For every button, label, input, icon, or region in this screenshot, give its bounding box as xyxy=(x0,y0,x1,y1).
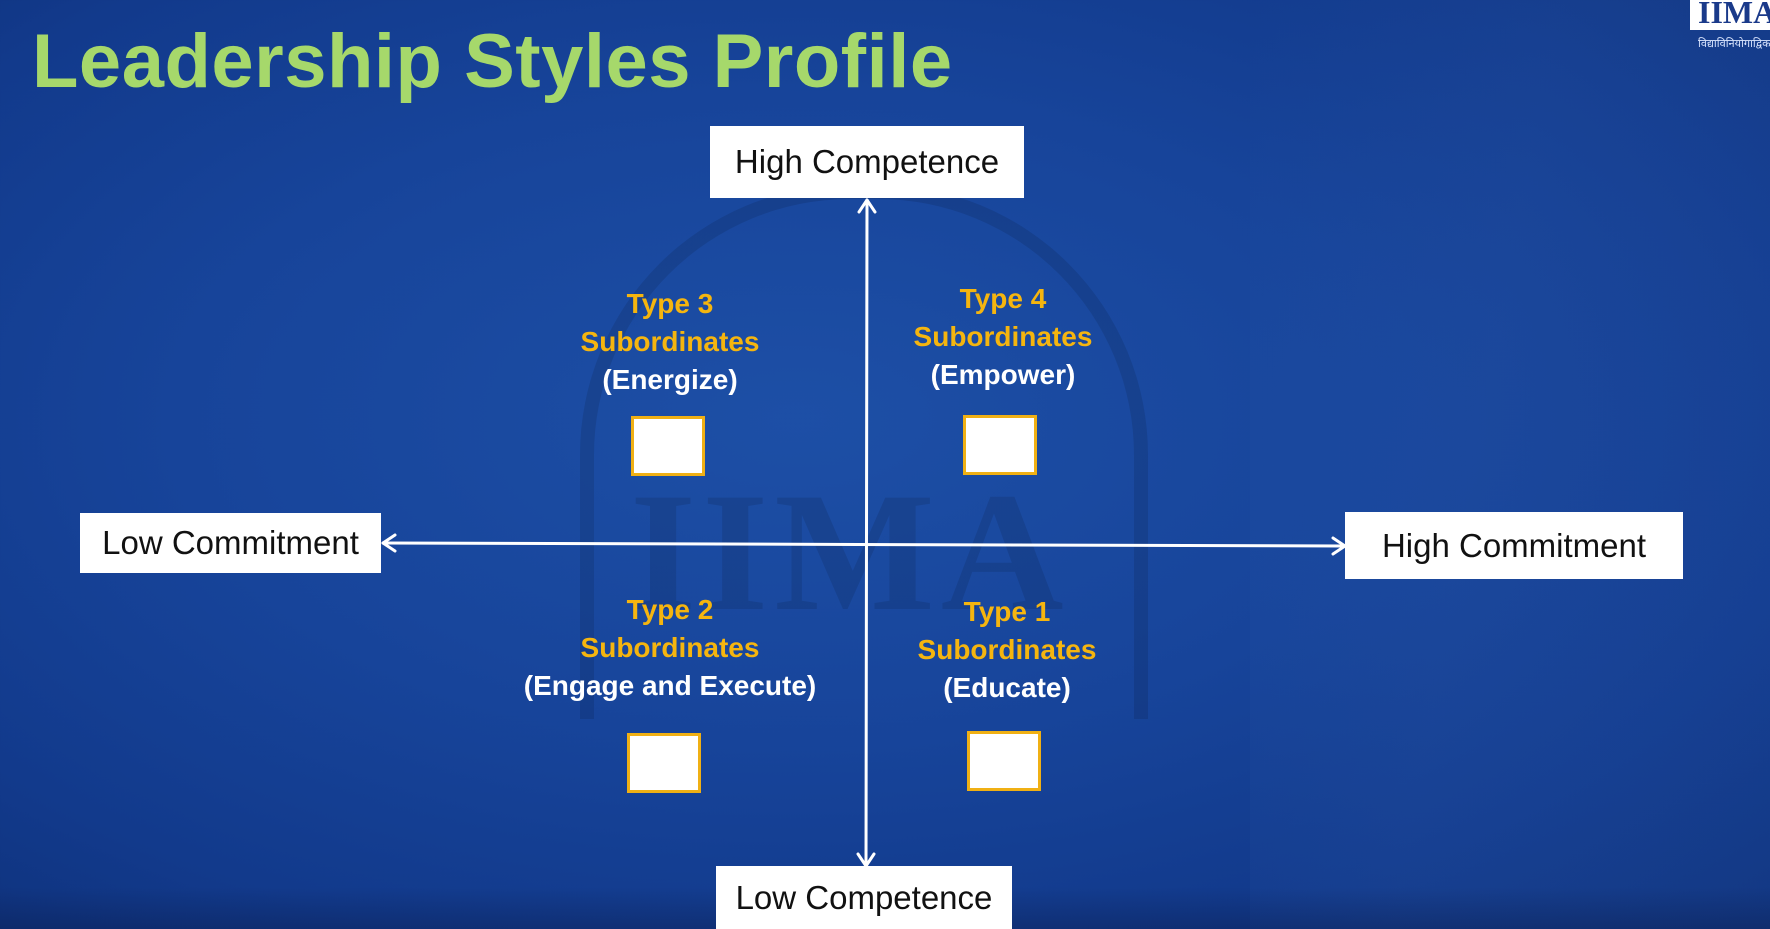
type-2-checkbox[interactable] xyxy=(627,733,701,793)
quadrant-type-2: Type 2 Subordinates (Engage and Execute) xyxy=(524,591,817,705)
quadrant-type-label: Type 4 xyxy=(959,283,1047,314)
quadrant-subtitle: Subordinates xyxy=(580,632,760,663)
quadrant-action: (Engage and Execute) xyxy=(523,670,817,701)
background-shade xyxy=(1250,0,1770,929)
quadrant-subtitle: Subordinates xyxy=(913,321,1093,352)
quadrant-subtitle: Subordinates xyxy=(917,634,1097,665)
arrow-left-icon xyxy=(381,533,397,553)
quadrant-action: (Energize) xyxy=(602,364,738,395)
axis-label-right: High Commitment xyxy=(1345,512,1683,579)
logo-text: IIMA xyxy=(1698,0,1770,30)
quadrant-type-label: Type 1 xyxy=(963,596,1051,627)
type-3-checkbox[interactable] xyxy=(631,416,705,476)
iima-logo: IIMA xyxy=(1690,0,1770,30)
horizontal-axis-line xyxy=(381,541,1347,548)
axis-label-left: Low Commitment xyxy=(80,513,381,573)
quadrant-subtitle: Subordinates xyxy=(580,326,760,357)
axis-label-bottom: Low Competence xyxy=(716,866,1012,929)
quadrant-type-4: Type 4 Subordinates (Empower) xyxy=(914,280,1093,394)
quadrant-action: (Empower) xyxy=(930,359,1076,390)
vertical-axis-line xyxy=(864,198,869,868)
slide-title: Leadership Styles Profile xyxy=(32,19,953,104)
quadrant-type-1: Type 1 Subordinates (Educate) xyxy=(918,593,1097,707)
quadrant-type-label: Type 2 xyxy=(626,594,714,625)
axis-label-top: High Competence xyxy=(710,126,1024,198)
quadrant-type-3: Type 3 Subordinates (Energize) xyxy=(581,285,760,399)
quadrant-action: (Educate) xyxy=(943,672,1071,703)
quadrant-type-label: Type 3 xyxy=(626,288,714,319)
type-1-checkbox[interactable] xyxy=(967,731,1041,791)
type-4-checkbox[interactable] xyxy=(963,415,1037,475)
logo-tagline: विद्याविनियोगाद्विकासः xyxy=(1698,37,1770,50)
arrow-up-icon xyxy=(857,198,877,214)
